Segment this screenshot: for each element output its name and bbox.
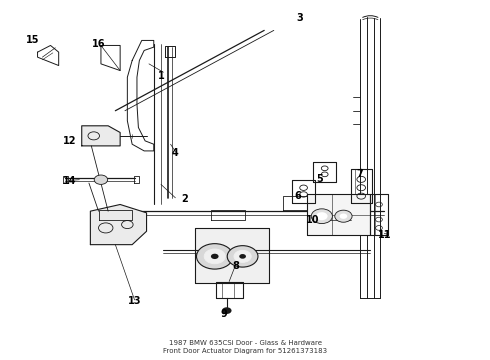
Polygon shape: [307, 194, 370, 235]
Text: 8: 8: [232, 261, 239, 271]
Text: 15: 15: [26, 35, 40, 45]
Text: 13: 13: [128, 296, 141, 306]
Text: 5: 5: [316, 174, 323, 184]
Text: 12: 12: [63, 136, 76, 146]
Circle shape: [340, 213, 347, 219]
Polygon shape: [90, 204, 147, 245]
Polygon shape: [195, 228, 269, 283]
Text: 10: 10: [305, 215, 319, 225]
Text: 7: 7: [357, 169, 364, 179]
Text: 16: 16: [92, 40, 105, 49]
Text: 1987 BMW 635CSi Door - Glass & Hardware
Front Door Actuator Diagram for 51261373: 1987 BMW 635CSi Door - Glass & Hardware …: [163, 339, 327, 354]
Circle shape: [316, 212, 328, 220]
Text: 1: 1: [158, 71, 164, 81]
Text: 11: 11: [377, 230, 391, 240]
Circle shape: [204, 249, 225, 264]
Circle shape: [234, 250, 251, 262]
Circle shape: [94, 175, 108, 184]
Text: 9: 9: [220, 309, 227, 319]
Polygon shape: [82, 126, 120, 146]
Text: 2: 2: [182, 194, 188, 204]
Circle shape: [196, 244, 233, 269]
Circle shape: [211, 254, 219, 259]
Text: 14: 14: [63, 176, 76, 186]
Circle shape: [222, 307, 232, 314]
Circle shape: [227, 246, 258, 267]
Circle shape: [311, 209, 332, 224]
Text: 6: 6: [294, 191, 301, 201]
Circle shape: [335, 210, 352, 222]
Circle shape: [239, 254, 246, 259]
Text: 3: 3: [297, 13, 304, 23]
Text: 4: 4: [172, 148, 179, 158]
